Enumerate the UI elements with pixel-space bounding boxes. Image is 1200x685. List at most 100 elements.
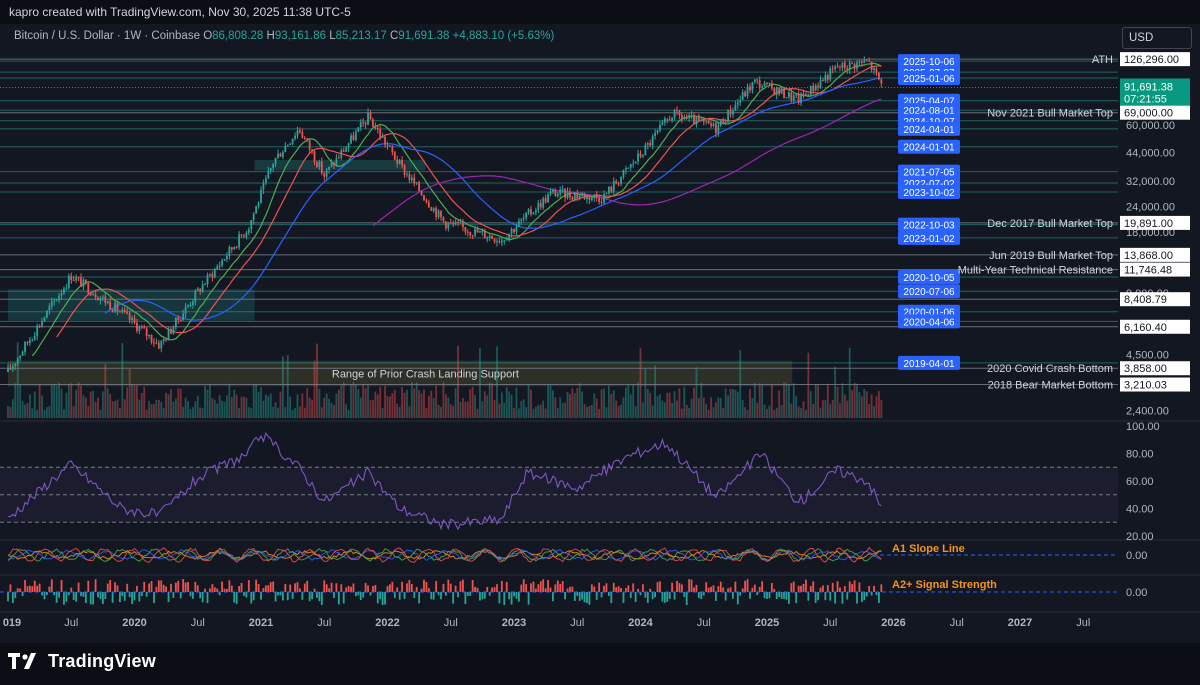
volume-bar (571, 388, 574, 418)
volume-bar (729, 388, 732, 418)
volume-bar (350, 384, 352, 418)
volume-bar (379, 386, 382, 418)
a2-signal-bar (644, 592, 647, 598)
volume-bar (335, 393, 338, 418)
candle-body (194, 290, 197, 302)
volume-bar (340, 385, 343, 418)
candle-body (435, 208, 438, 217)
volume-bar (213, 399, 216, 418)
candle-body (9, 367, 12, 370)
volume-bar (437, 404, 440, 418)
volume-bar (790, 403, 793, 418)
a2-signal-bar (162, 584, 165, 592)
a2-signal-bar (230, 585, 233, 592)
volume-bar (836, 386, 839, 418)
candle-body (43, 317, 46, 322)
volume-bar (787, 384, 790, 418)
volume-bar (588, 405, 591, 418)
a2-signal-bar (182, 579, 185, 592)
price-mark-tag (1120, 247, 1190, 262)
candle-body (858, 62, 861, 64)
volume-bar (513, 407, 515, 418)
volume-bar (539, 404, 542, 418)
a2-signal-bar (753, 584, 756, 592)
candle-body (688, 115, 691, 119)
date-level-tag-label: 2019-04-01 (903, 359, 955, 370)
volume-bar (121, 343, 124, 418)
volume-bar (488, 382, 491, 418)
a2-signal-bar (384, 592, 386, 605)
a2-signal-bar (170, 583, 172, 592)
chart-canvas[interactable]: Range of Prior Crash Landing Support A1 … (0, 0, 1200, 643)
candle-body (700, 119, 703, 121)
candle-body (87, 283, 90, 294)
volume-bar (250, 408, 253, 418)
a2-signal-bar (420, 588, 423, 592)
candle-body (792, 95, 795, 101)
date-level-tag (898, 164, 960, 179)
a2-signal-bar (432, 592, 435, 600)
candle-body (94, 294, 97, 298)
candle-body (182, 313, 185, 321)
volume-bar (690, 398, 693, 418)
volume-bar (196, 395, 199, 418)
a2-signal-bar (571, 586, 574, 592)
a2-signal-bar (805, 579, 807, 592)
candle-body (610, 186, 613, 192)
a2-signal-bar (466, 592, 469, 597)
volume-bar (425, 407, 428, 418)
candle-body (301, 131, 304, 138)
a2-signal-bar (415, 587, 418, 592)
volume-bar (717, 397, 720, 418)
candle-body (131, 317, 133, 321)
candle-body (330, 163, 333, 167)
volume-bar (464, 401, 467, 418)
candle-body (80, 277, 82, 287)
candle-body (367, 112, 369, 125)
candle-body (839, 67, 841, 69)
volume-bar (520, 401, 523, 418)
currency-button[interactable]: USD (1122, 27, 1192, 49)
volume-bar (583, 404, 586, 418)
candle-body (72, 280, 75, 282)
candle-body (471, 235, 474, 237)
volume-bar (289, 396, 292, 418)
volume-bar (865, 391, 868, 418)
tradingview-logo[interactable]: TradingView (8, 648, 156, 674)
date-level-tag (898, 270, 960, 285)
time-axis-tick: Jul (444, 617, 458, 629)
a2-signal-bar (573, 592, 576, 601)
candle-body (38, 325, 41, 327)
candle-body (260, 189, 262, 203)
volume-bar (323, 397, 326, 418)
volume-bar (281, 356, 284, 418)
candle-body (228, 247, 231, 257)
volume-bar (552, 390, 554, 418)
volume-bar (389, 396, 391, 418)
a2-signal-bar (700, 592, 703, 600)
candle-body (204, 284, 206, 286)
volume-bar (659, 394, 661, 418)
a2-signal-bar (683, 592, 686, 598)
a2-signal-bar (654, 592, 656, 598)
volume-bar (325, 393, 328, 418)
current-price-value: 91,691.38 (1124, 81, 1173, 93)
date-level-tag (898, 284, 960, 299)
volume-bar (736, 391, 739, 418)
candle-body (150, 334, 153, 343)
candle-body (569, 191, 571, 198)
a2-signal-bar (520, 584, 523, 592)
candle-body (761, 86, 764, 88)
a2-signal-bar (28, 585, 31, 592)
volume-bar (632, 384, 635, 418)
support-zone (8, 289, 255, 321)
volume-bar (184, 397, 187, 418)
volume-bar (369, 400, 372, 418)
candle-body (191, 301, 194, 306)
a2-signal-bar (479, 592, 481, 601)
volume-bar (201, 408, 204, 418)
support-zone (254, 159, 426, 171)
candle-body (517, 220, 520, 227)
price-mark-tag-label: 3,858.00 (1124, 363, 1167, 375)
a2-signal-bar (600, 592, 603, 598)
